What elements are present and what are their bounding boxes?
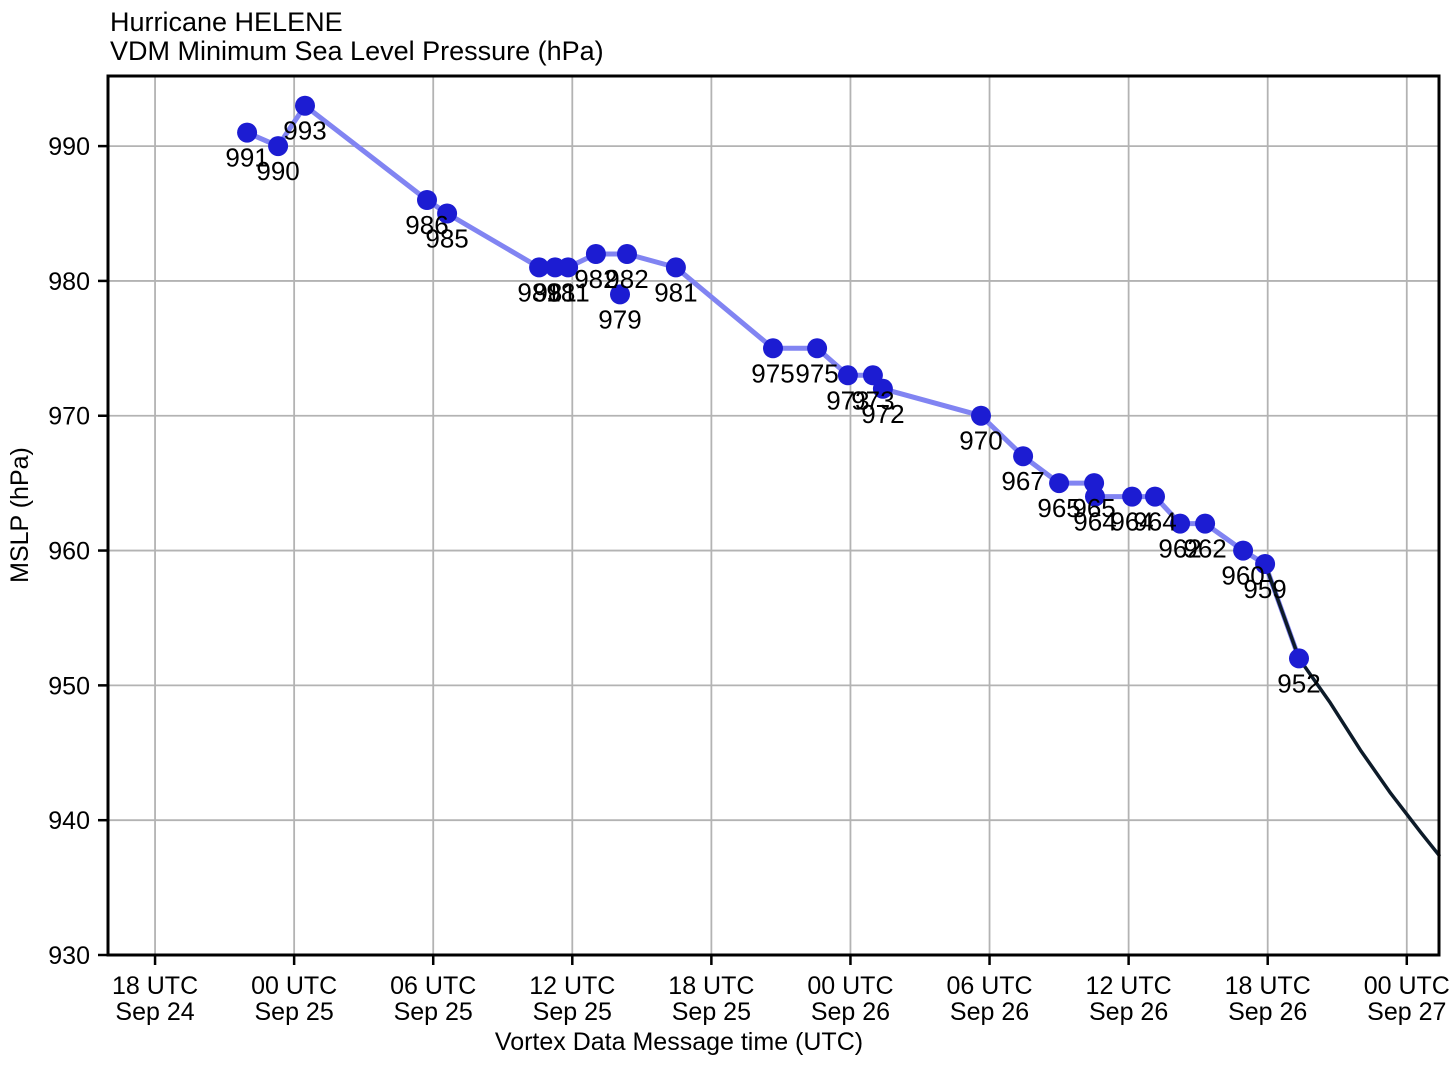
x-tick-label: 00 UTC <box>807 972 893 1000</box>
data-point <box>295 95 315 116</box>
y-tick-label: 990 <box>48 133 90 161</box>
data-point <box>1085 486 1105 507</box>
y-tick-label: 960 <box>48 538 90 566</box>
y-tick-label: 950 <box>48 672 90 700</box>
x-tick-label: Sep 26 <box>950 998 1029 1026</box>
y-tick-label: 940 <box>48 807 90 835</box>
x-tick-label: 18 UTC <box>1225 972 1311 1000</box>
x-tick-label: 00 UTC <box>251 972 337 1000</box>
y-tick-label: 930 <box>48 942 90 970</box>
point-label: 975 <box>751 358 794 388</box>
data-point <box>1122 486 1143 507</box>
data-point <box>1170 513 1191 534</box>
data-point <box>585 244 606 264</box>
data-point <box>1289 648 1309 669</box>
point-label: 982 <box>574 264 617 294</box>
point-label: 962 <box>1183 534 1226 564</box>
y-tick-label: 980 <box>48 268 90 296</box>
point-label: 973 <box>851 385 894 415</box>
chart-subtitle: VDM Minimum Sea Level Pressure (hPa) <box>110 36 604 66</box>
point-label: 981 <box>517 277 560 307</box>
data-point <box>837 365 858 386</box>
x-tick-label: Sep 25 <box>394 998 473 1026</box>
x-tick-label: 06 UTC <box>946 972 1032 1000</box>
data-point <box>1145 486 1165 507</box>
point-label: 981 <box>533 277 576 307</box>
point-label: 964 <box>1133 507 1176 537</box>
point-label: 967 <box>1001 466 1044 496</box>
trend-polyline <box>1263 562 1441 857</box>
x-tick-label: 12 UTC <box>529 972 615 1000</box>
point-label: 982 <box>605 264 648 294</box>
point-label: 962 <box>1158 534 1201 564</box>
point-label: 986 <box>405 210 448 240</box>
point-label: 960 <box>1221 561 1264 591</box>
point-label: 970 <box>959 426 1002 456</box>
point-label: 979 <box>598 304 641 334</box>
x-tick-label: Sep 27 <box>1367 998 1446 1026</box>
data-point <box>763 338 783 359</box>
data-point <box>610 284 630 305</box>
x-tick-label: 18 UTC <box>668 972 754 1000</box>
point-label: 981 <box>546 277 589 307</box>
vdm-pressure-polyline <box>244 103 1302 661</box>
chart-title: Hurricane HELENE <box>110 7 343 37</box>
data-point <box>1013 446 1034 467</box>
data-point <box>1233 540 1254 561</box>
data-point <box>1195 513 1216 534</box>
point-label: 975 <box>795 358 838 388</box>
trend-line <box>1263 562 1441 857</box>
x-tick-label: 06 UTC <box>390 972 476 1000</box>
x-tick-label: Sep 25 <box>533 998 612 1026</box>
point-label: 965 <box>1072 493 1115 523</box>
point-label: 981 <box>654 277 697 307</box>
data-point <box>971 405 991 426</box>
data-point <box>268 136 289 157</box>
data-point <box>807 338 828 359</box>
y-axis-label: MSLP (hPa) <box>6 447 34 583</box>
point-label: 964 <box>1110 507 1153 537</box>
point-label: 991 <box>225 143 268 173</box>
x-tick-label: Sep 26 <box>811 998 890 1026</box>
data-point <box>529 257 550 278</box>
x-tick-label: Sep 24 <box>115 998 194 1026</box>
point-label: 990 <box>256 156 299 186</box>
data-point <box>872 378 893 399</box>
data-point <box>665 257 686 278</box>
point-label: 964 <box>1073 507 1116 537</box>
point-label: 985 <box>425 224 468 254</box>
point-label: 959 <box>1243 574 1286 604</box>
data-point <box>417 190 437 210</box>
point-label: 952 <box>1277 668 1320 698</box>
vdm-pressure-line <box>244 103 1302 661</box>
data-point <box>1049 473 1070 494</box>
x-tick-label: Sep 26 <box>1228 998 1307 1026</box>
x-tick-label: 00 UTC <box>1364 972 1450 1000</box>
data-point <box>617 244 637 264</box>
point-label: 972 <box>861 399 904 429</box>
data-point <box>558 257 579 278</box>
x-tick-label: Sep 25 <box>255 998 334 1026</box>
y-tick-label: 970 <box>48 403 90 431</box>
grid-lines <box>108 76 1439 956</box>
point-label: 973 <box>826 385 869 415</box>
data-points <box>237 95 1309 669</box>
x-tick-label: Sep 25 <box>672 998 751 1026</box>
point-label: 965 <box>1037 493 1080 523</box>
point-label: 993 <box>283 116 326 146</box>
data-point <box>1255 554 1276 574</box>
x-axis-label: Vortex Data Message time (UTC) <box>495 1028 863 1056</box>
y-axis-ticks: 990 980 970 960 950 940 930 <box>48 133 108 970</box>
data-point <box>437 203 458 224</box>
x-tick-label: 18 UTC <box>112 972 198 1000</box>
x-tick-label: Sep 26 <box>1089 998 1168 1026</box>
x-tick-label: 12 UTC <box>1086 972 1172 1000</box>
plot-border-rect <box>106 74 1441 957</box>
data-point <box>237 122 258 143</box>
plot-border <box>106 74 1441 957</box>
